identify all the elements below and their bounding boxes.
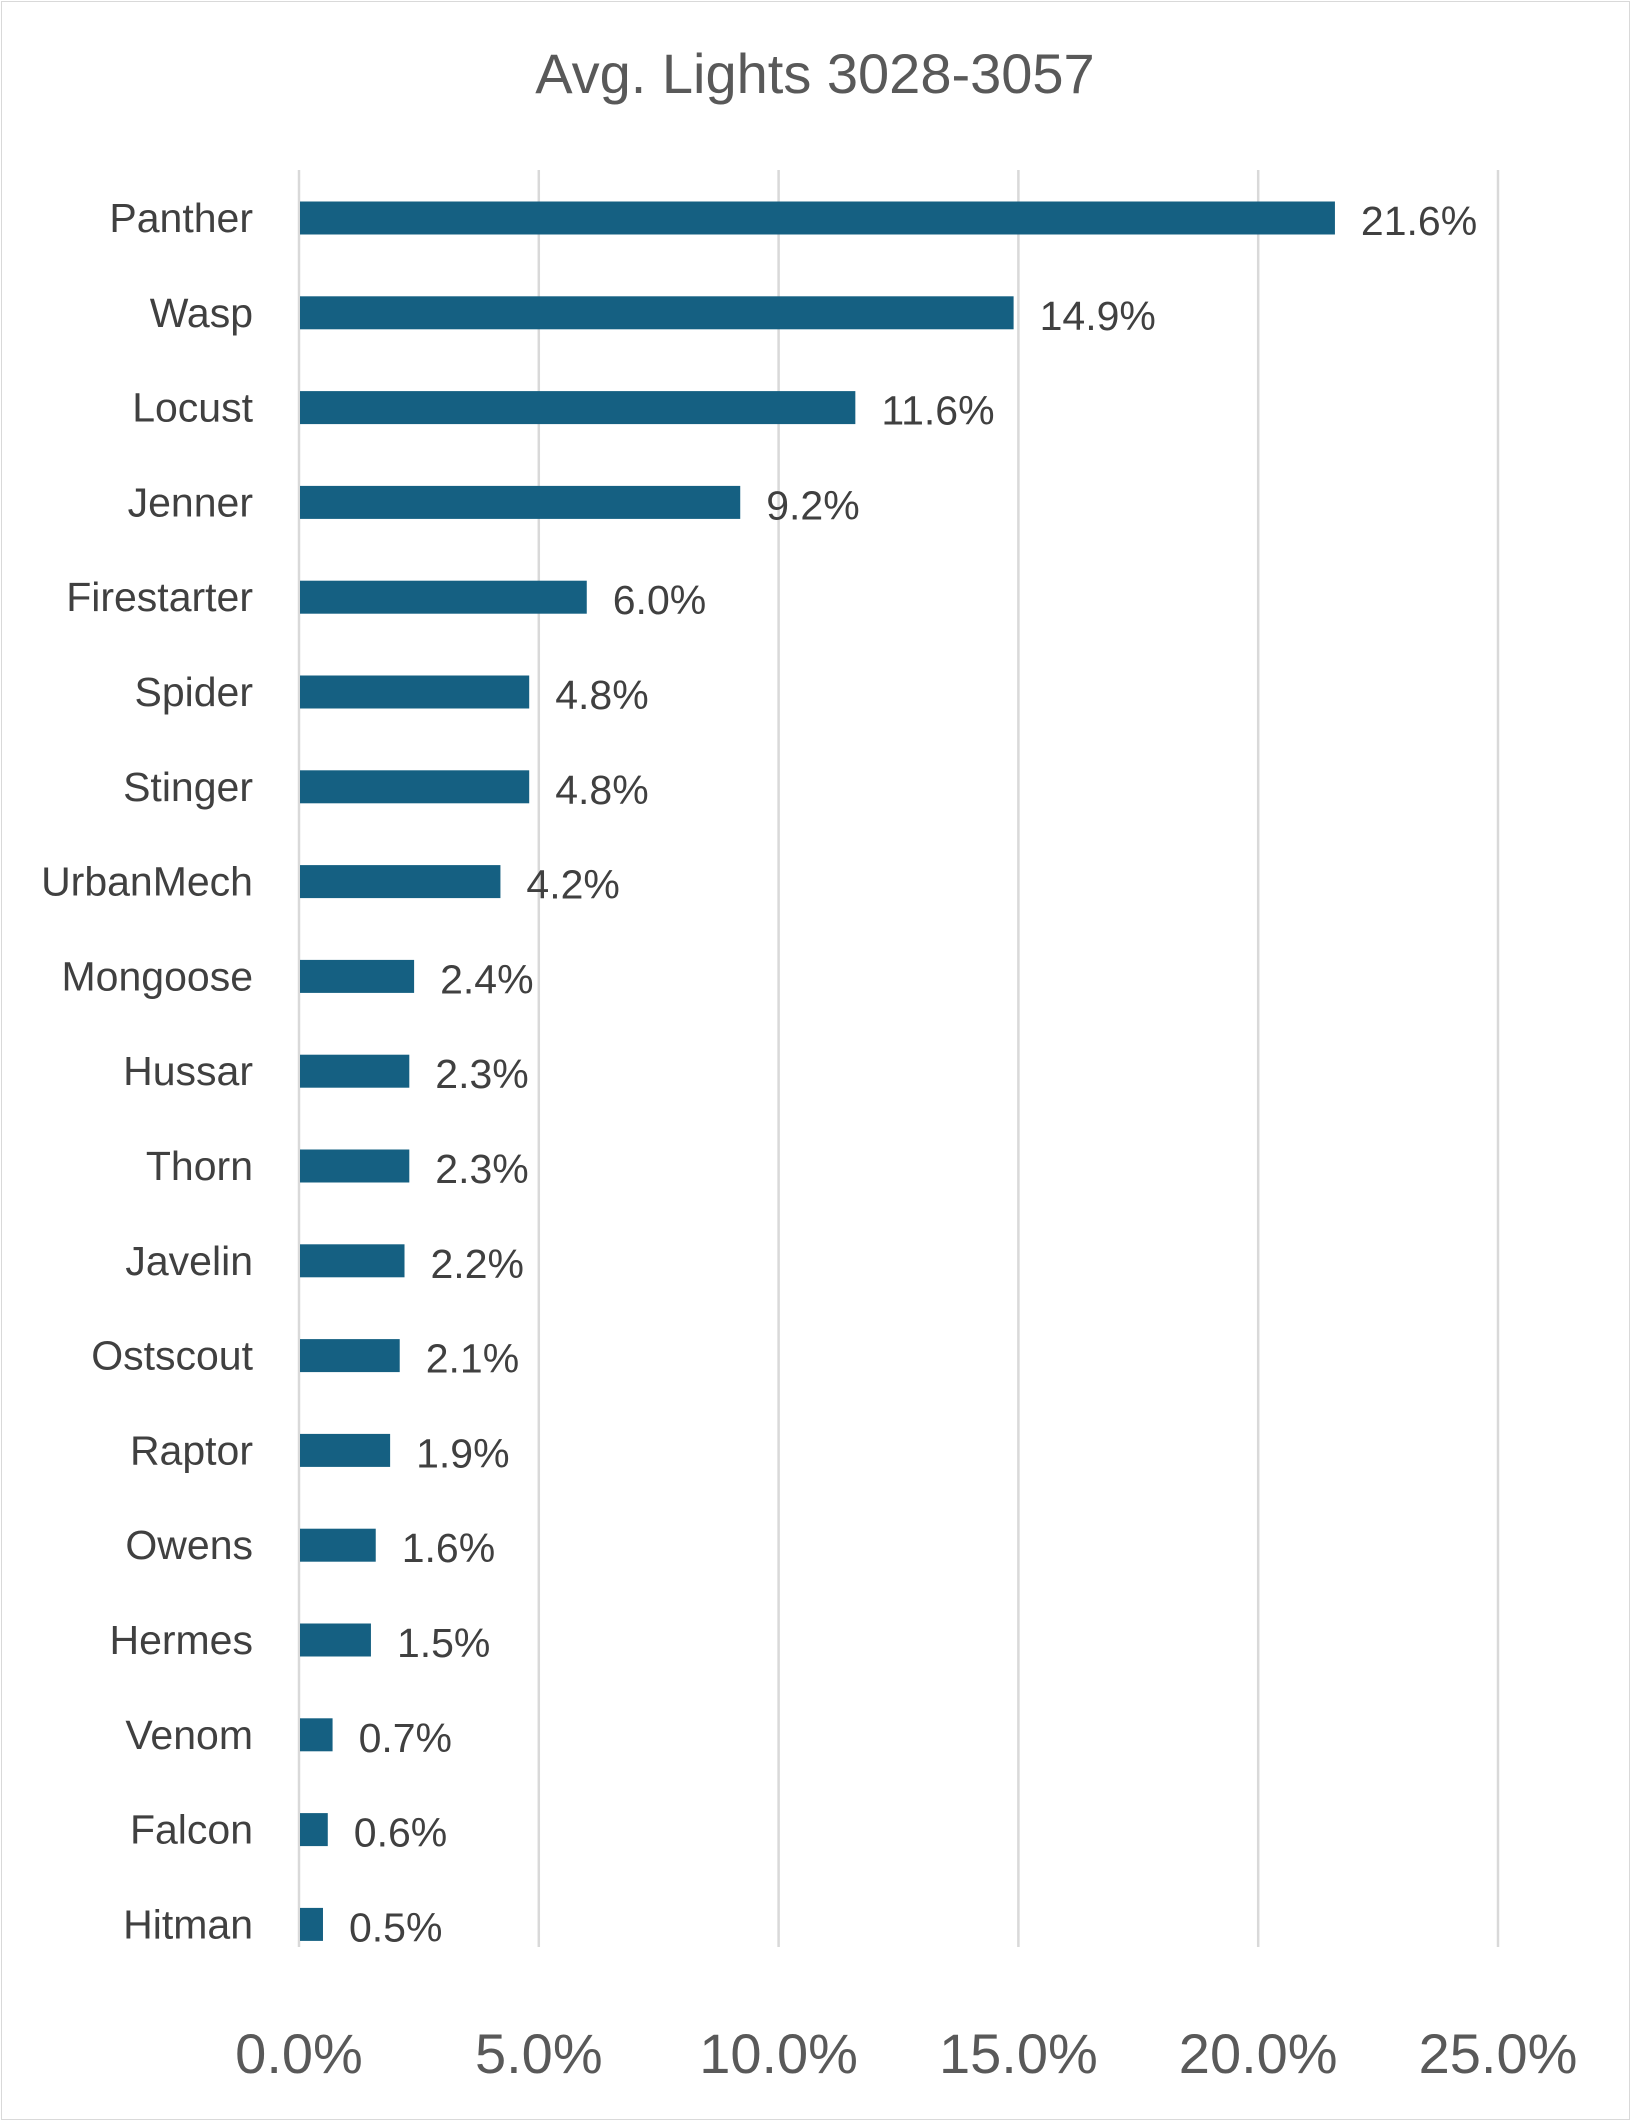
bar [300,1813,328,1847]
data-label: 4.8% [555,767,648,813]
bar [300,296,1014,330]
data-label: 0.5% [349,1904,442,1950]
category-label: Venom [125,1712,253,1758]
category-label: Jenner [128,479,253,525]
data-labels: 21.6% 14.9% 11.6% 9.2% 6.0% 4.8% 4.8% 4.2% 2.4% 2… [349,198,1477,1950]
category-label: Panther [109,195,253,241]
category-label: UrbanMech [41,859,253,905]
bar [300,1907,323,1941]
category-label: Spider [134,669,253,715]
category-label: Hussar [123,1048,253,1094]
bars [300,201,1335,1941]
category-label: Javelin [125,1238,253,1284]
category-label: Hitman [123,1901,253,1947]
x-tick-labels: 0.0% 5.0% 10.0% 15.0% 20.0% 25.0% [235,2022,1577,2085]
data-label: 2.1% [426,1336,519,1382]
data-label: 1.5% [397,1620,490,1666]
x-tick-label: 20.0% [1179,2022,1338,2085]
category-label: Falcon [130,1807,253,1853]
bar [300,959,415,993]
gridlines [297,170,1500,1947]
data-label: 2.4% [440,956,533,1002]
bar [300,1718,333,1752]
data-label: 6.0% [613,577,706,623]
bar [300,1054,410,1088]
bar [300,580,587,614]
category-labels: Panther Wasp Locust Jenner Firestarter Spider… [41,195,254,1947]
bar [300,201,1335,235]
bar [300,1623,371,1657]
category-label: Locust [132,385,253,431]
data-label: 0.7% [359,1715,452,1761]
data-label: 2.2% [431,1241,524,1287]
bar [300,485,741,519]
bar [300,1244,405,1278]
category-label: Firestarter [66,574,253,620]
bar [300,865,501,899]
category-label: Hermes [109,1617,253,1663]
bar [300,1339,400,1373]
data-label: 1.9% [416,1430,509,1476]
data-label: 9.2% [766,482,859,528]
data-label: 4.2% [526,862,619,908]
bar [300,391,856,425]
category-label: Thorn [146,1143,253,1189]
bar [300,770,530,804]
category-label: Raptor [130,1427,253,1473]
x-tick-label: 15.0% [939,2022,1098,2085]
category-label: Stinger [123,764,253,810]
data-label: 21.6% [1361,198,1477,244]
x-tick-label: 5.0% [475,2022,603,2085]
data-label: 0.6% [354,1810,447,1856]
chart-title: Avg. Lights 3028-3057 [535,42,1094,105]
bar [300,675,530,709]
data-label: 11.6% [881,388,994,434]
data-label: 1.6% [402,1525,495,1571]
x-tick-label: 25.0% [1419,2022,1578,2085]
x-tick-label: 0.0% [235,2022,363,2085]
data-label: 2.3% [435,1146,528,1192]
category-label: Mongoose [62,953,253,999]
data-label: 14.9% [1040,293,1156,339]
bar [300,1528,376,1562]
bar [300,1433,391,1467]
x-tick-label: 10.0% [699,2022,858,2085]
category-label: Wasp [150,290,253,336]
category-label: Ostscout [91,1333,253,1379]
data-label: 4.8% [555,672,648,718]
category-label: Owens [125,1522,253,1568]
bar [300,1149,410,1183]
data-label: 2.3% [435,1051,528,1097]
